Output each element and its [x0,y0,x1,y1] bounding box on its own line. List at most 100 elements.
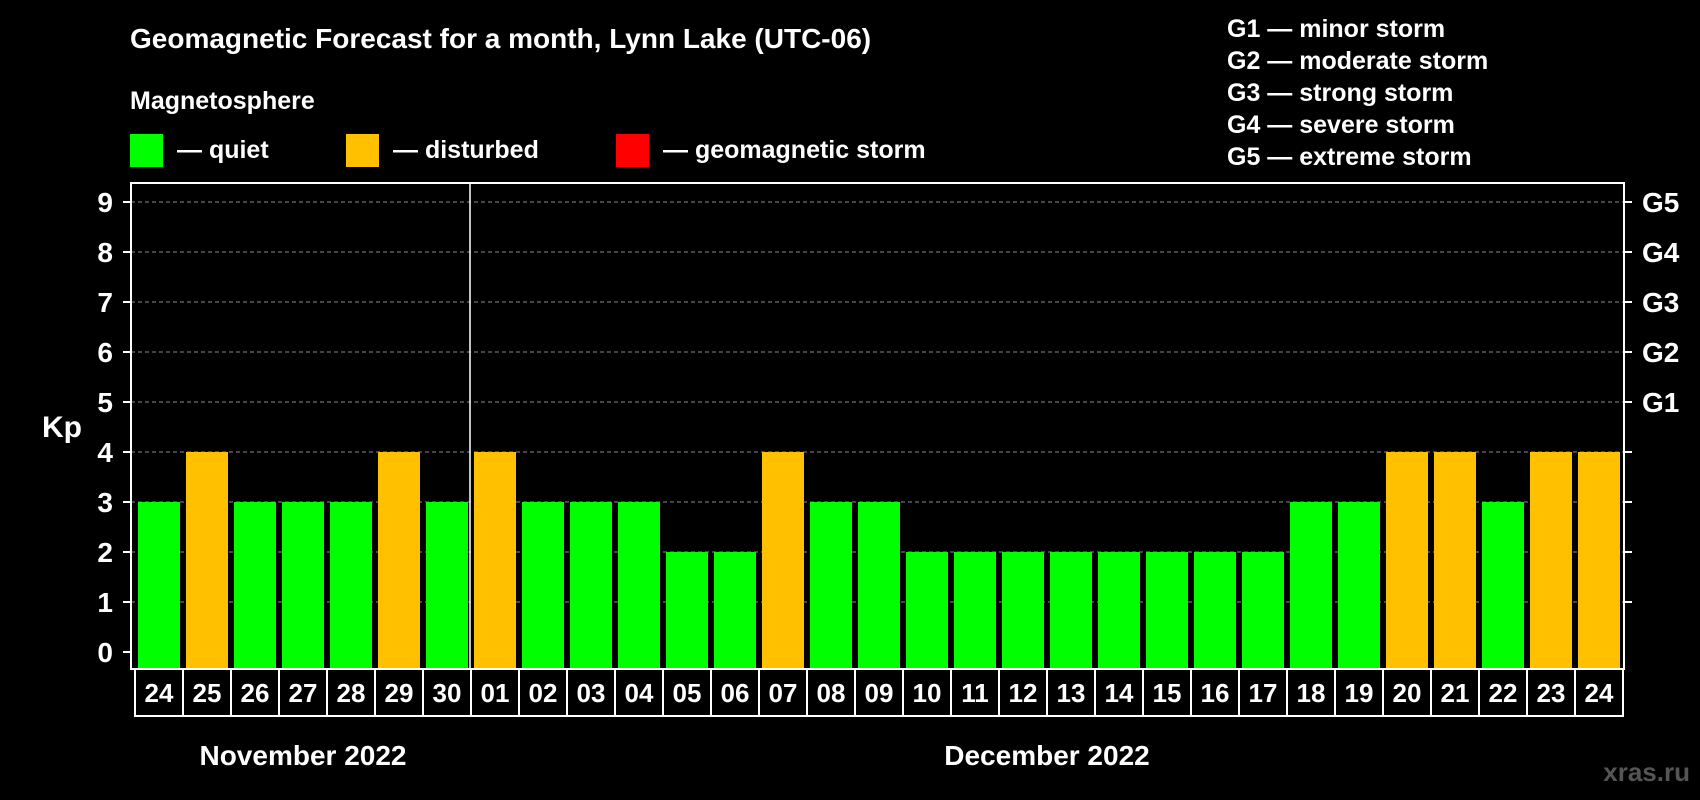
bar-26 [1386,452,1428,669]
day-label-29: 23 [1537,678,1566,708]
day-cell-3 [278,668,328,717]
month-label-1: December 2022 [944,740,1149,771]
day-cell-23 [1238,668,1288,717]
day-cell-7 [470,668,520,717]
day-cell-30 [1574,668,1624,717]
bar-12 [714,552,756,669]
bar-2 [234,502,276,669]
day-label-14: 08 [817,678,846,708]
day-label-1: 25 [193,678,222,708]
bar-5 [378,452,420,669]
day-cell-9 [566,668,616,717]
chart-title: Geomagnetic Forecast for a month, Lynn L… [130,23,871,54]
storm-scale-item-3: G4 — severe storm [1227,111,1455,139]
day-cell-10 [614,668,664,717]
day-label-18: 12 [1009,678,1038,708]
bar-24 [1290,502,1332,669]
legend: — quiet — disturbed — geomagnetic storm [130,134,926,167]
day-cell-11 [662,668,712,717]
day-label-24: 18 [1297,678,1326,708]
day-label-30: 24 [1585,678,1614,708]
bar-15 [858,502,900,669]
day-label-10: 04 [625,678,654,708]
day-cell-15 [854,668,904,717]
watermark: xras.ru [1603,757,1690,787]
day-cell-26 [1382,668,1432,717]
storm-scale-item-0: G1 — minor storm [1227,15,1445,43]
day-cell-25 [1334,668,1384,717]
day-label-6: 30 [433,678,462,708]
legend-label-1: — disturbed [393,136,539,164]
day-cell-18 [998,668,1048,717]
right-axis-label-G4: G4 [1642,237,1680,268]
day-cell-1 [182,668,232,717]
bar-16 [906,552,948,669]
storm-scale-item-4: G5 — extreme storm [1227,143,1472,171]
day-label-21: 15 [1153,678,1182,708]
bar-0 [138,502,180,669]
day-label-23: 17 [1249,678,1278,708]
day-cell-14 [806,668,856,717]
day-label-27: 21 [1441,678,1470,708]
y-tick-label-4: 4 [97,437,113,468]
y-tick-label-3: 3 [97,487,113,518]
bar-21 [1146,552,1188,669]
month-labels: November 2022 December 2022 [199,740,1149,771]
day-cell-24 [1286,668,1336,717]
day-label-2: 26 [241,678,270,708]
bar-17 [954,552,996,669]
bar-13 [762,452,804,669]
day-label-7: 01 [481,678,510,708]
right-axis-label-G2: G2 [1642,337,1679,368]
y-tick-label-9: 9 [97,187,113,218]
x-axis-day-labels: 24 25 26 27 28 29 30 01 02 03 04 05 06 07 08 09 10 11 12 13… [134,668,1624,717]
legend-label-0: — quiet [177,136,269,164]
day-cell-12 [710,668,760,717]
day-label-9: 03 [577,678,606,708]
bar-11 [666,552,708,669]
y-tick-label-0: 0 [97,637,113,668]
day-cell-17 [950,668,1000,717]
day-cell-2 [230,668,280,717]
bar-18 [1002,552,1044,669]
y-tick-label-7: 7 [97,287,113,318]
y-tick-label-1: 1 [97,587,113,618]
legend-swatch-1 [346,134,379,167]
day-label-11: 05 [673,678,702,708]
day-label-22: 16 [1201,678,1230,708]
day-label-15: 09 [865,678,894,708]
bars [138,452,1620,669]
y-tick-label-6: 6 [97,337,113,368]
right-axis-label-G1: G1 [1642,387,1679,418]
day-cell-0 [134,668,184,717]
day-cell-6 [422,668,472,717]
day-label-28: 22 [1489,678,1518,708]
legend-swatch-0 [130,134,163,167]
bar-4 [330,502,372,669]
day-label-20: 14 [1105,678,1134,708]
bar-1 [186,452,228,669]
day-label-26: 20 [1393,678,1422,708]
y-tick-label-8: 8 [97,237,113,268]
bar-6 [426,502,468,669]
day-cell-28 [1478,668,1528,717]
bar-19 [1050,552,1092,669]
bar-3 [282,502,324,669]
day-cell-19 [1046,668,1096,717]
y-tick-label-2: 2 [97,537,113,568]
bar-9 [570,502,612,669]
right-axis-label-G3: G3 [1642,287,1679,318]
day-label-4: 28 [337,678,366,708]
day-label-13: 07 [769,678,798,708]
bar-10 [618,502,660,669]
right-axis-storm-levels: G1 G2 G3 G4 G5 [1624,187,1680,603]
right-axis-label-G5: G5 [1642,187,1679,218]
day-label-12: 06 [721,678,750,708]
day-cell-21 [1142,668,1192,717]
bar-7 [474,452,516,669]
bar-22 [1194,552,1236,669]
day-cell-20 [1094,668,1144,717]
legend-swatch-2 [616,134,649,167]
bar-25 [1338,502,1380,669]
